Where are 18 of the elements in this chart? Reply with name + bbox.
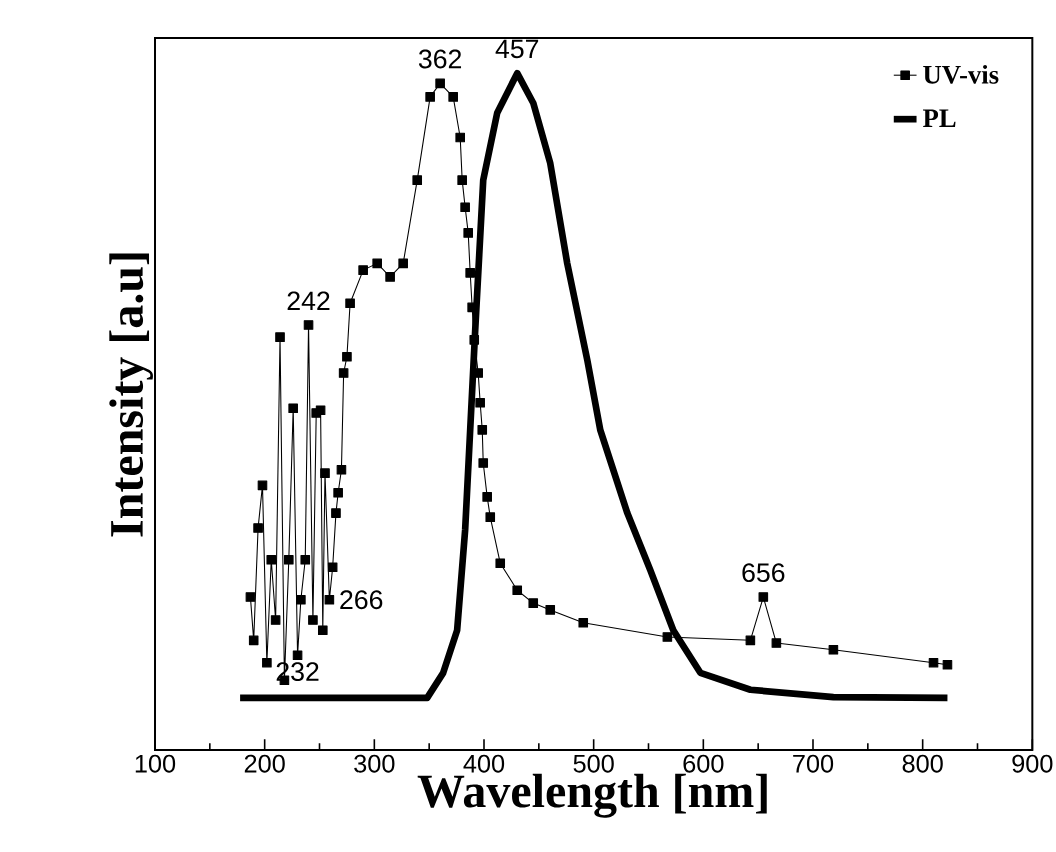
legend-label: PL [923, 109, 956, 127]
x-tick-label: 100 [135, 754, 176, 773]
legend-label: UV-vis [923, 64, 999, 84]
x-tick-label: 300 [354, 754, 395, 773]
x-tick-label: 500 [573, 754, 614, 773]
x-tick-label: 600 [683, 754, 724, 773]
annotation: 362 [418, 49, 462, 69]
x-tick-label: 800 [902, 754, 943, 773]
y-axis-title: Intensity [a.u] [109, 253, 153, 537]
annotation: 242 [287, 291, 330, 311]
x-tick-label: 400 [463, 754, 505, 773]
annotation: 457 [495, 39, 539, 59]
x-tick-label: 900 [1012, 754, 1053, 773]
annotation: 266 [340, 590, 383, 610]
x-tick-label: 200 [244, 754, 285, 773]
x-axis-title: Wavelength [nm] [417, 773, 767, 818]
annotation: 656 [742, 563, 785, 583]
x-tick-label: 700 [793, 754, 834, 773]
